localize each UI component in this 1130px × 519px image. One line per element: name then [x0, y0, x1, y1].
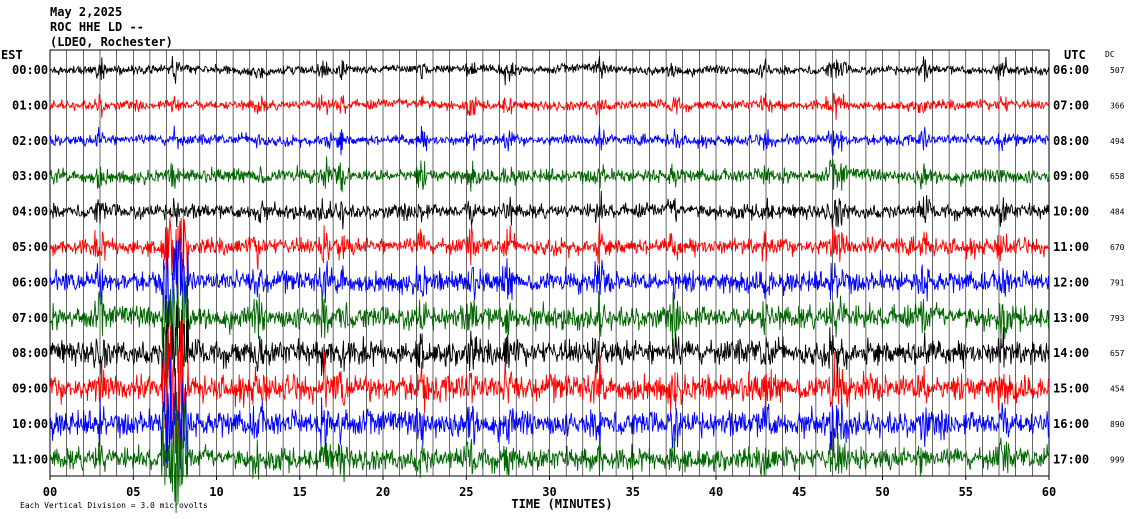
- trace-row-1: [49, 92, 1050, 120]
- utc-label: 15:00: [1053, 382, 1089, 396]
- trace-row-3: [49, 156, 1050, 193]
- utc-label: 09:00: [1053, 169, 1089, 183]
- x-tick-label: 00: [43, 485, 57, 499]
- est-hour-labels: 00:00 01:00 02:00 03:00 04:00 05:00 06:00 07:00…: [12, 63, 48, 466]
- dc-value: 657: [1110, 349, 1125, 358]
- dc-value: 890: [1110, 420, 1125, 429]
- trace-row-10: [49, 357, 1050, 476]
- x-tick-label: 35: [626, 485, 640, 499]
- dc-axis-label: DC: [1105, 50, 1115, 59]
- scale-note: Each Vertical Division = 3.0 microvolts: [20, 501, 208, 510]
- x-tick-label: 30: [542, 485, 556, 499]
- trace-row-4: [49, 190, 1050, 230]
- utc-label: 07:00: [1053, 98, 1089, 112]
- utc-label: 14:00: [1053, 346, 1089, 360]
- x-tick-labels: 00 05 10 15 20 25 30 35 40 45 50 55 60: [43, 476, 1056, 499]
- trace-row-8: [49, 298, 1050, 400]
- utc-label: 13:00: [1053, 311, 1089, 325]
- est-label: 00:00: [12, 63, 48, 77]
- utc-axis-label: UTC: [1064, 48, 1086, 62]
- est-label: 09:00: [12, 382, 48, 396]
- dc-value: 791: [1110, 278, 1125, 287]
- trace-row-2: [49, 125, 1050, 156]
- x-tick-label: 15: [293, 485, 307, 499]
- x-tick-label: 40: [709, 485, 723, 499]
- network-label: (LDEO, Rochester): [50, 35, 173, 49]
- minute-gridlines: [66, 50, 1033, 476]
- utc-label: 16:00: [1053, 417, 1089, 431]
- est-label: 11:00: [12, 452, 48, 466]
- utc-label: 11:00: [1053, 240, 1089, 254]
- x-axis-label: TIME (MINUTES): [511, 497, 612, 511]
- utc-label: 06:00: [1053, 63, 1089, 77]
- utc-label: 10:00: [1053, 205, 1089, 219]
- trace-row-7: [49, 276, 1050, 378]
- trace-row-6: [49, 237, 1050, 341]
- est-label: 02:00: [12, 134, 48, 148]
- x-tick-label: 60: [1042, 485, 1056, 499]
- dc-value: 484: [1110, 208, 1125, 217]
- dc-value: 670: [1110, 243, 1125, 252]
- x-tick-label: 10: [209, 485, 223, 499]
- x-tick-label: 05: [126, 485, 140, 499]
- date-label: May 2,2025: [50, 5, 122, 19]
- dc-value: 507: [1110, 66, 1125, 75]
- est-label: 10:00: [12, 417, 48, 431]
- est-label: 04:00: [12, 205, 48, 219]
- trace-row-5: [49, 217, 1050, 293]
- est-label: 06:00: [12, 275, 48, 289]
- est-axis-label: EST: [1, 48, 23, 62]
- station-label: ROC HHE LD --: [50, 20, 144, 34]
- trace-row-0: [49, 55, 1050, 86]
- x-tick-label: 55: [959, 485, 973, 499]
- est-label: 08:00: [12, 346, 48, 360]
- trace-row-9: [49, 319, 1050, 467]
- utc-label: 12:00: [1053, 275, 1089, 289]
- dc-value: 658: [1110, 172, 1125, 181]
- dc-value: 454: [1110, 385, 1125, 394]
- est-label: 01:00: [12, 98, 48, 112]
- x-tick-label: 20: [376, 485, 390, 499]
- dc-offset-labels: 507 366 494 658 484 670 791 793 657 454 890 999: [1110, 66, 1125, 464]
- est-label: 05:00: [12, 240, 48, 254]
- est-label: 07:00: [12, 311, 48, 325]
- seismic-traces: [49, 55, 1050, 513]
- utc-hour-labels: 06:00 07:00 08:00 09:00 10:00 11:00 12:00 13:00…: [1053, 63, 1089, 466]
- x-tick-label: 45: [792, 485, 806, 499]
- utc-label: 17:00: [1053, 452, 1089, 466]
- dc-value: 999: [1110, 455, 1125, 464]
- utc-label: 08:00: [1053, 134, 1089, 148]
- x-tick-label: 25: [459, 485, 473, 499]
- dc-value: 494: [1110, 137, 1125, 146]
- est-label: 03:00: [12, 169, 48, 183]
- dc-value: 366: [1110, 101, 1125, 110]
- x-tick-label: 50: [875, 485, 889, 499]
- trace-row-11: [49, 392, 1050, 513]
- dc-value: 793: [1110, 314, 1125, 323]
